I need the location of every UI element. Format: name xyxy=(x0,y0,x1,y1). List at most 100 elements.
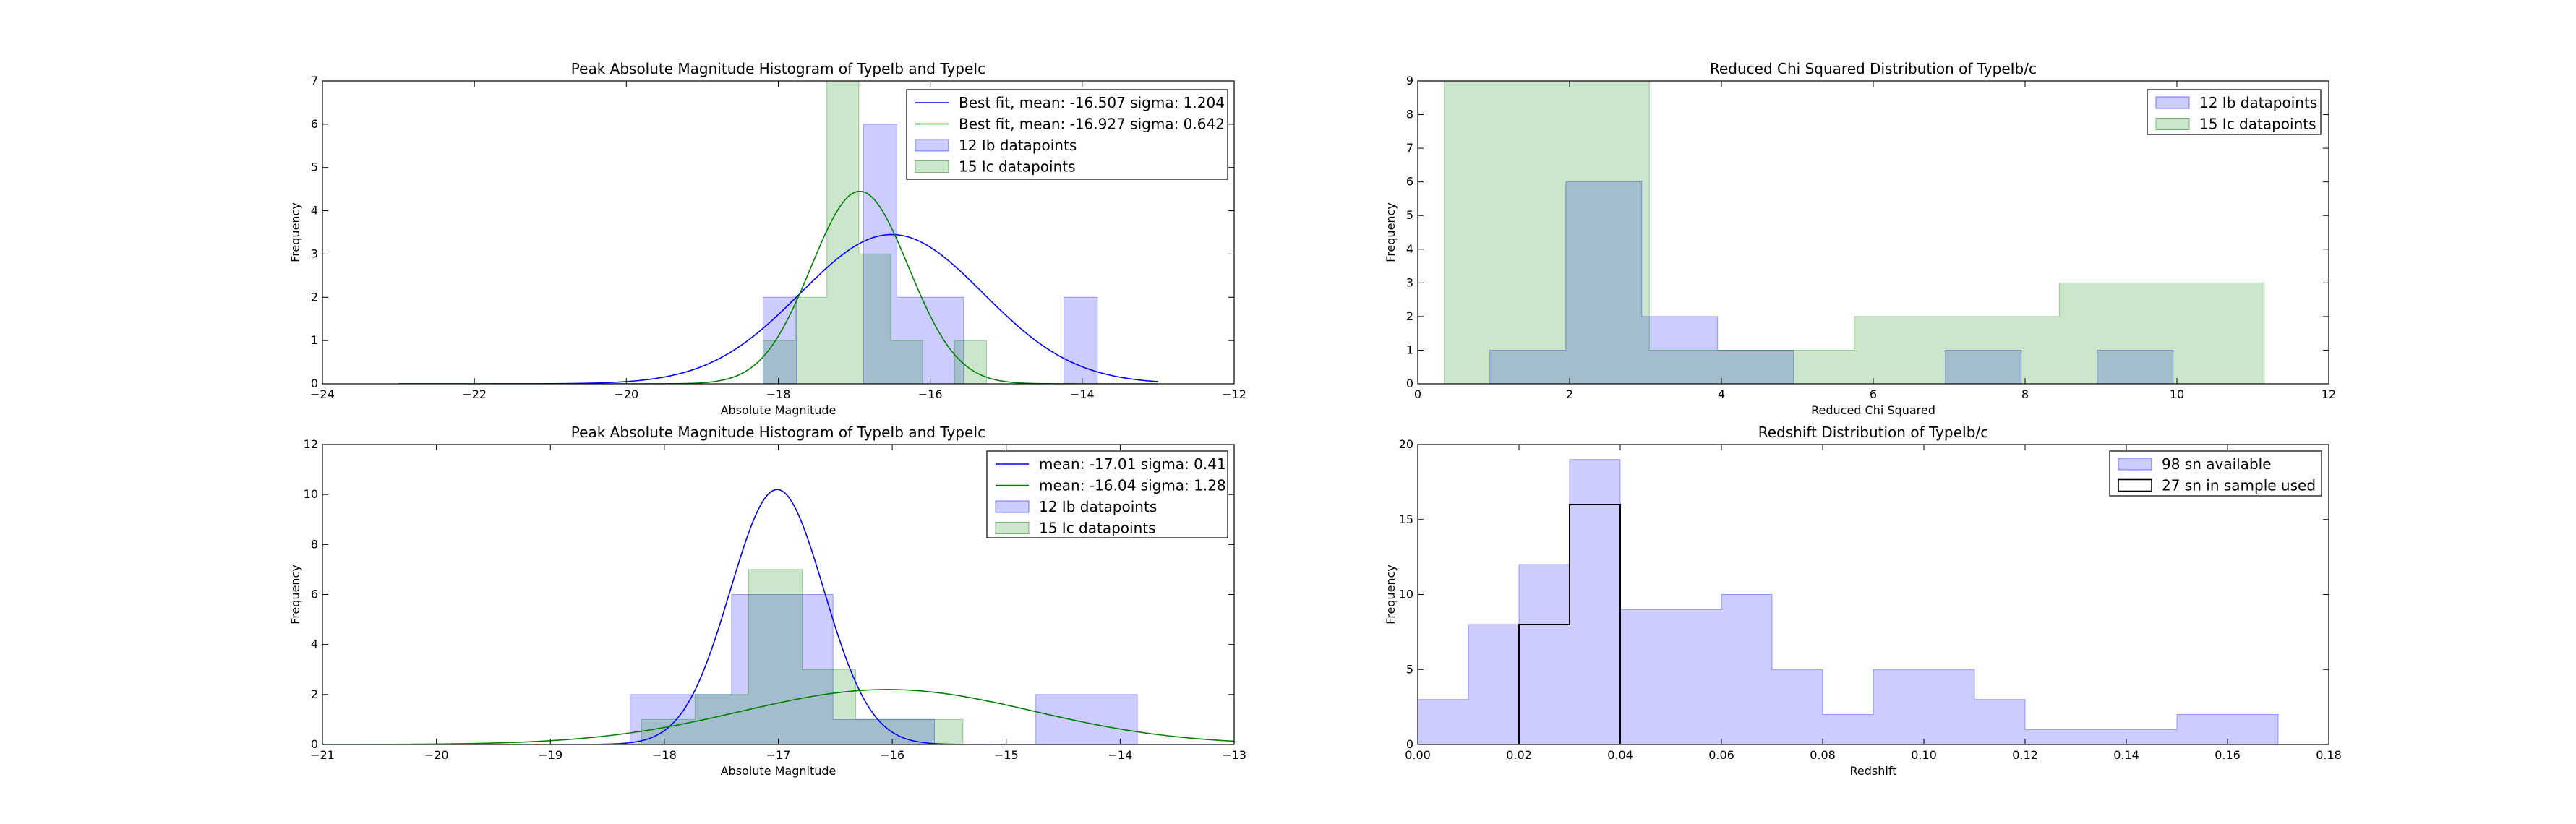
hist-bar xyxy=(2177,714,2228,744)
y-tick-label: 3 xyxy=(311,246,318,260)
legend-label: 27 sn in sample used xyxy=(2162,477,2316,494)
hist-bar xyxy=(1717,350,1794,384)
hist-bar xyxy=(1444,81,1650,384)
y-tick-label: 6 xyxy=(311,588,318,601)
legend-label: mean: -17.01 sigma: 0.41 xyxy=(1039,455,1226,473)
legend-label: Best fit, mean: -16.507 sigma: 1.204 xyxy=(959,94,1225,111)
legend-label: 12 Ib datapoints xyxy=(959,137,1077,154)
chart-title: Reduced Chi Squared Distribution of Type… xyxy=(1710,60,2037,77)
x-tick-label: −12 xyxy=(1222,387,1246,401)
y-tick-label: 5 xyxy=(1406,662,1413,676)
x-axis-label: Absolute Magnitude xyxy=(721,764,836,778)
hist-bar xyxy=(1671,609,1721,744)
subplot-top-left: −24 −22 −20 −18 −16 −14 −12 0 1 2 3 4 5 6 7 Peak Absolu… xyxy=(288,60,1246,417)
y-tick-label: 2 xyxy=(1406,309,1413,323)
legend-label: 12 Ib datapoints xyxy=(1039,498,1157,515)
legend-patch-swatch xyxy=(2118,478,2152,492)
step-histogram xyxy=(1518,504,1621,744)
legend-patch-swatch xyxy=(2155,96,2190,109)
x-tick-label: 0.12 xyxy=(2012,748,2038,762)
hist-bar xyxy=(1468,625,1519,744)
y-tick-label: 0 xyxy=(311,377,318,390)
hist-bar xyxy=(954,340,987,384)
hist-bar xyxy=(1418,699,1468,744)
y-tick-label: 5 xyxy=(311,160,318,174)
legend-patch-swatch xyxy=(2155,118,2190,130)
legend-patch-swatch xyxy=(2118,458,2152,471)
legend-label: 12 Ib datapoints xyxy=(2199,94,2317,111)
hist-bar xyxy=(1570,459,1620,744)
hist-bar xyxy=(897,297,930,384)
legend-label: 15 Ic datapoints xyxy=(2199,116,2316,133)
x-tick-label: −18 xyxy=(766,387,791,401)
hist-bar xyxy=(2076,729,2126,744)
hist-bar xyxy=(1873,669,1924,744)
hist-bar xyxy=(763,340,795,384)
hist-outline xyxy=(1444,81,2265,384)
x-tick-label: −19 xyxy=(538,748,562,762)
hist-bar xyxy=(2059,283,2264,384)
x-tick-label: −14 xyxy=(1108,748,1132,762)
x-tick-label: 0.18 xyxy=(2316,748,2342,762)
x-tick-label: −22 xyxy=(462,387,487,401)
plot-area xyxy=(322,489,1234,744)
y-tick-label: 0 xyxy=(1406,377,1413,390)
hist-bar xyxy=(630,694,732,744)
legend-patch-swatch xyxy=(915,160,949,173)
y-tick-label: 10 xyxy=(304,487,318,501)
hist-bar xyxy=(1974,699,2025,744)
legend: 12 Ib datapoints 15 Ic datapoints xyxy=(2147,89,2322,135)
hist-bar xyxy=(1721,594,1772,744)
x-axis-label: Redshift xyxy=(1850,764,1897,778)
plot-area xyxy=(1418,459,2279,744)
x-tick-label: 0.04 xyxy=(1607,748,1633,762)
y-tick-label: 0 xyxy=(311,737,318,751)
y-tick-label: 9 xyxy=(1406,74,1413,87)
subplot-bottom-right: 0.00 0.02 0.04 0.06 0.08 0.10 0.12 0.14 0.16 0.18… xyxy=(1384,424,2342,778)
y-tick-label: 2 xyxy=(311,687,318,701)
hist-bar xyxy=(802,669,856,744)
x-tick-label: 4 xyxy=(1718,387,1725,401)
legend: 98 sn available 27 sn in sample used xyxy=(2109,450,2322,497)
hist-outline xyxy=(762,124,1098,384)
x-tick-label: 0.14 xyxy=(2113,748,2139,762)
x-tick-label: −21 xyxy=(310,748,335,762)
x-tick-label: 12 xyxy=(2322,387,2336,401)
y-tick-label: 12 xyxy=(304,437,318,451)
subplot-bottom-left: −21 −20 −19 −18 −17 −16 −15 −14 −13 0 2 4 6 8 10 12 Peak… xyxy=(288,424,1246,778)
y-tick-label: 8 xyxy=(311,537,318,551)
legend-patch-swatch xyxy=(915,139,949,152)
y-tick-label: 6 xyxy=(1406,175,1413,189)
y-tick-label: 6 xyxy=(311,117,318,131)
legend-label: mean: -16.04 sigma: 1.28 xyxy=(1039,477,1226,494)
y-tick-label: 4 xyxy=(311,204,318,218)
y-axis-label: Frequency xyxy=(288,565,302,625)
x-tick-label: 0 xyxy=(1414,387,1421,401)
hist-bar xyxy=(833,719,935,744)
hist-bar xyxy=(1620,609,1671,744)
hist-bar xyxy=(909,719,963,744)
x-tick-label: 0.00 xyxy=(1405,748,1431,762)
hist-bar xyxy=(731,594,834,744)
legend-box xyxy=(986,450,1228,538)
legend-label: 98 sn available xyxy=(2162,455,2272,473)
x-tick-label: −16 xyxy=(880,748,904,762)
x-tick-label: 10 xyxy=(2170,387,2184,401)
hist-bar xyxy=(1649,350,1854,384)
plot-area xyxy=(398,81,1158,384)
y-tick-label: 15 xyxy=(1399,512,1413,526)
hist-bar xyxy=(795,297,827,384)
x-axis-label: Reduced Chi Squared xyxy=(1811,403,1935,417)
y-tick-label: 1 xyxy=(1406,343,1413,356)
chart-title: Peak Absolute Magnitude Histogram of Typ… xyxy=(571,60,985,77)
x-axis-label: Absolute Magnitude xyxy=(721,403,836,417)
y-tick-label: 4 xyxy=(1406,242,1413,256)
hist-bar xyxy=(1854,316,2060,384)
y-axis-label: Frequency xyxy=(1384,565,1398,625)
y-tick-label: 3 xyxy=(1406,275,1413,289)
x-tick-label: 8 xyxy=(2021,387,2029,401)
hist-bar xyxy=(1641,316,1718,384)
y-axis-label: Frequency xyxy=(288,202,302,262)
y-tick-label: 0 xyxy=(1406,737,1413,751)
